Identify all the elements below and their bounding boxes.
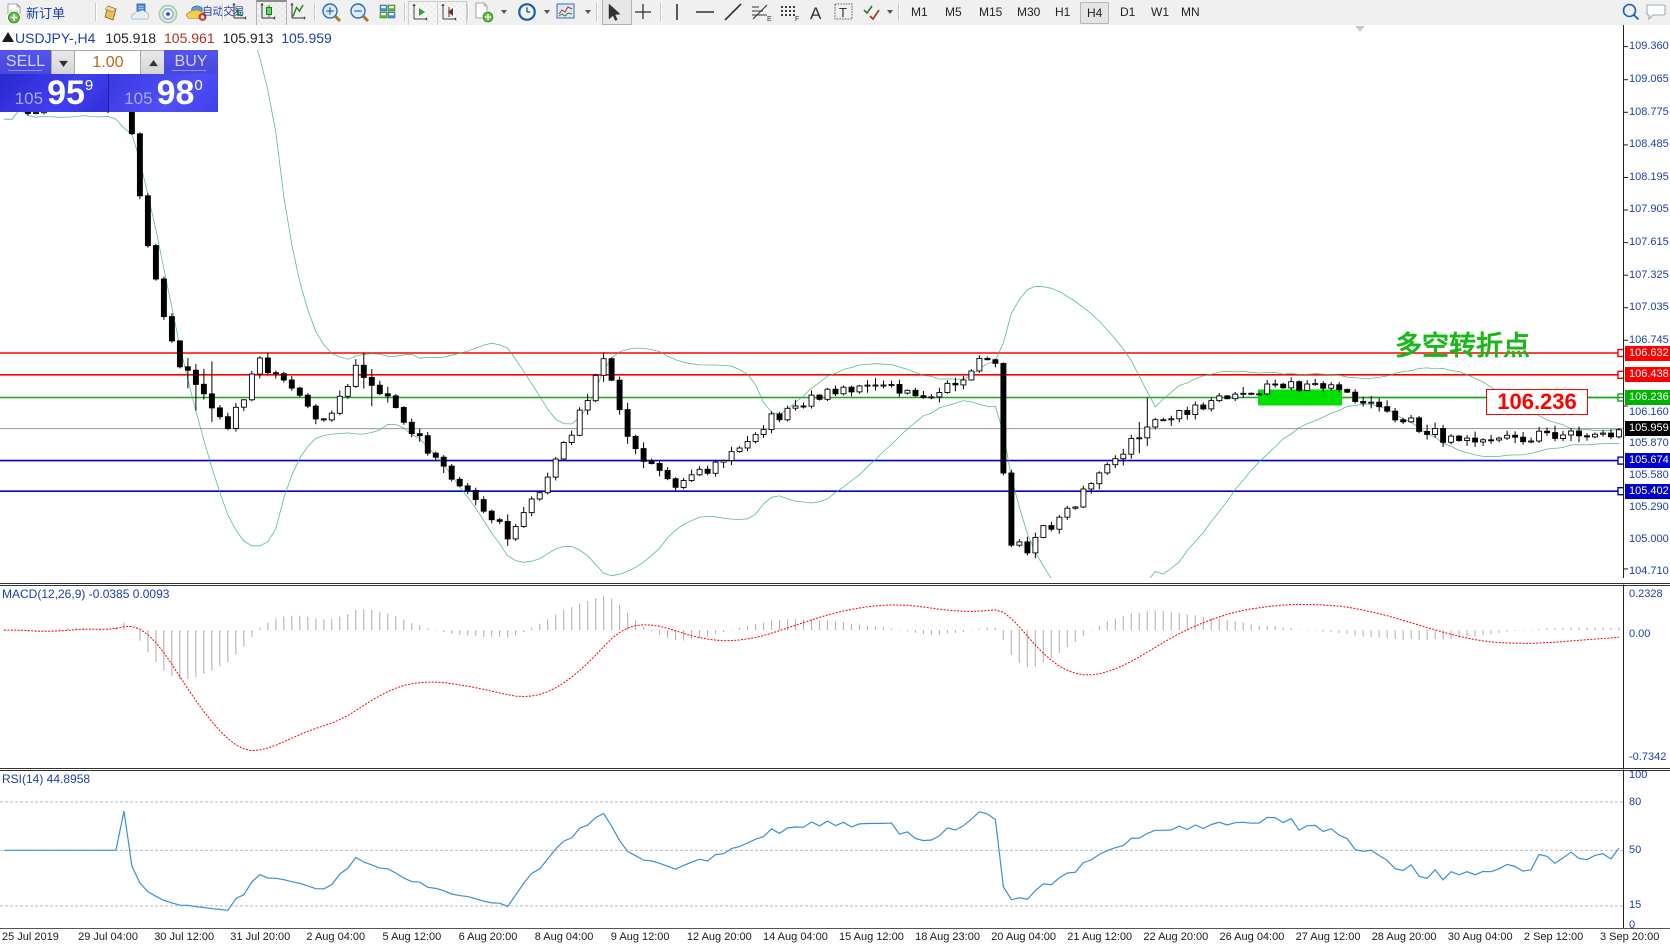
svg-text:多空转折点: 多空转折点 xyxy=(1395,330,1530,361)
svg-text:E: E xyxy=(767,16,772,23)
svg-text:A: A xyxy=(810,4,822,23)
svg-text:T: T xyxy=(839,5,847,20)
svg-text:F: F xyxy=(795,16,799,23)
